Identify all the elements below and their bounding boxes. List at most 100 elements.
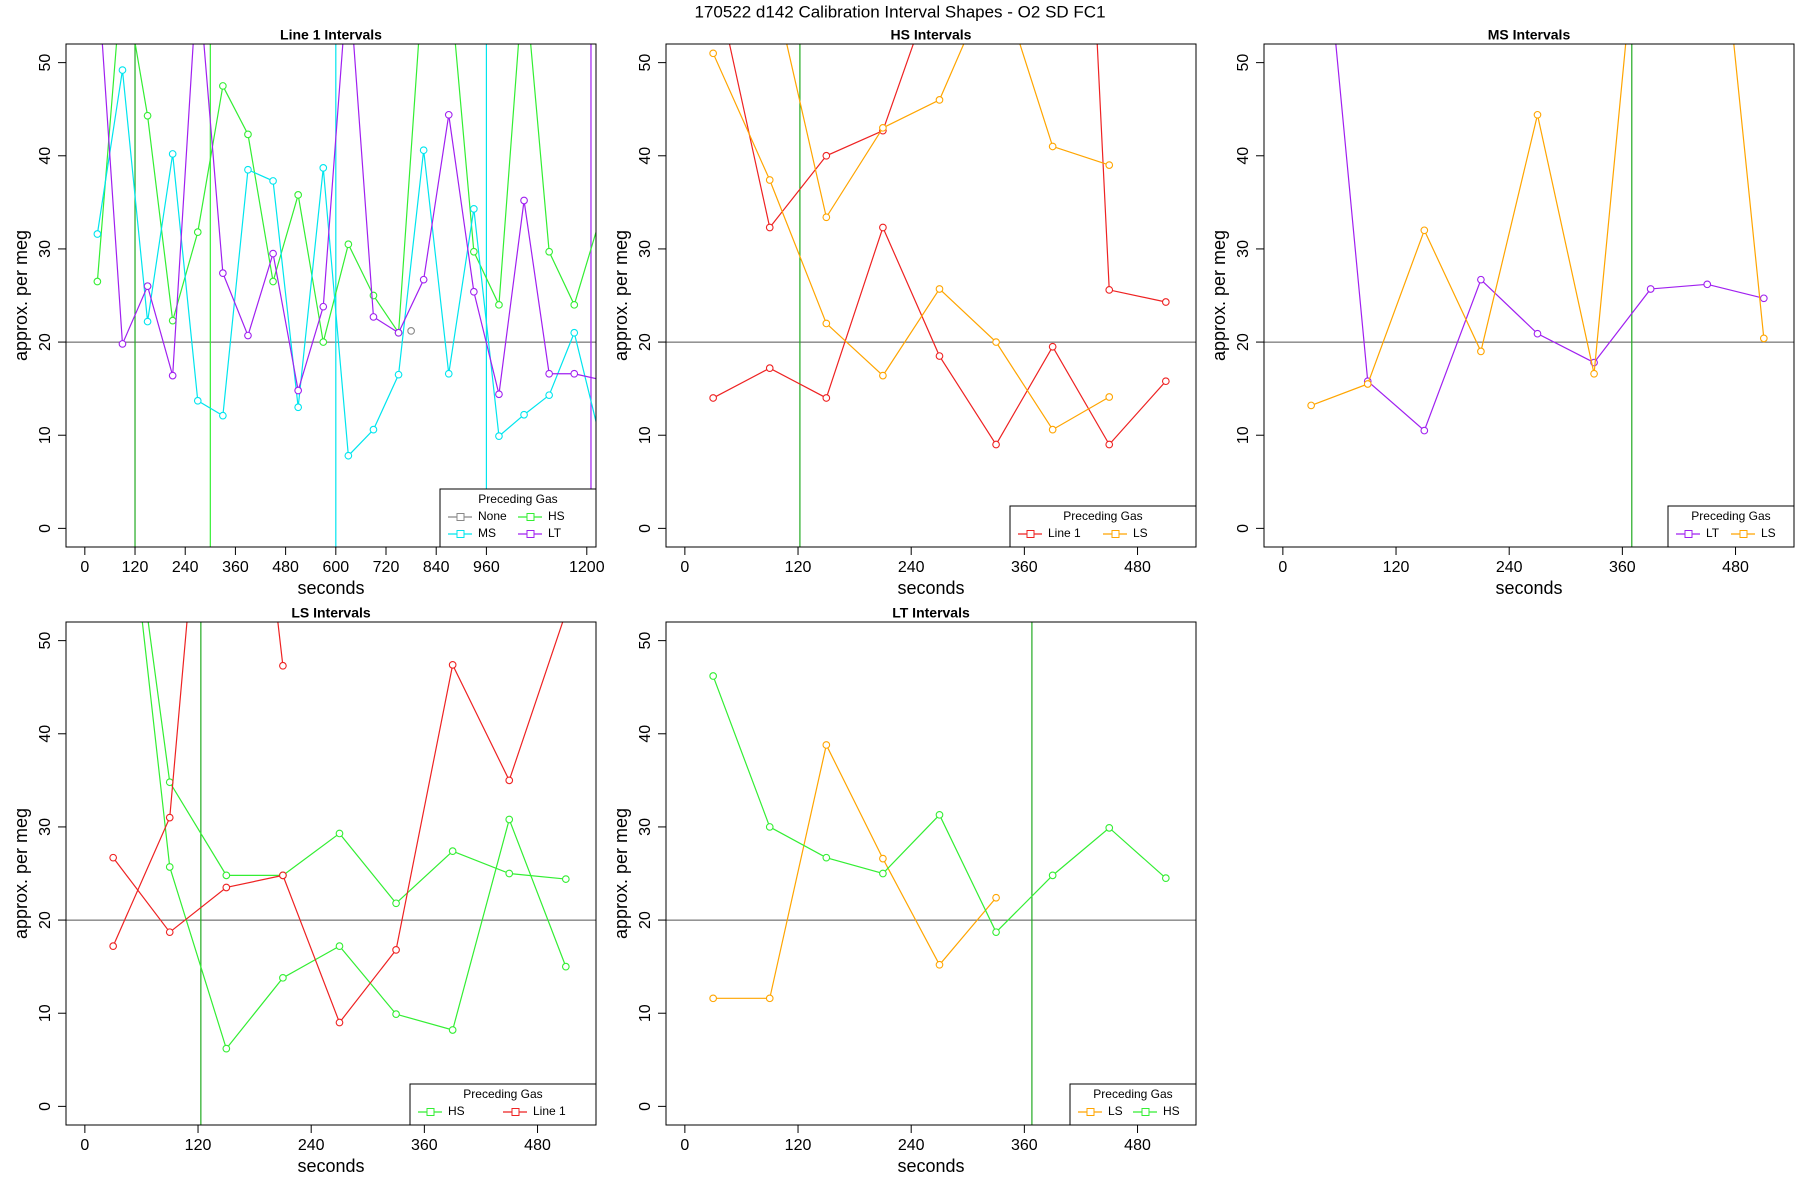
data-point [561,962,570,971]
data-point [879,223,887,232]
data-point [392,946,400,954]
data-point [765,994,774,1003]
y-tick-label: 30 [637,240,654,258]
y-tick-label: 40 [637,147,654,165]
plot-area [1264,44,1794,547]
y-tick-label: 0 [37,1102,54,1111]
data-point [419,146,428,155]
data-point [193,396,202,405]
data-point [992,338,1000,346]
data-point [448,1026,457,1034]
data-point [319,164,328,172]
legend-box [1667,505,1795,548]
panel: 0 120 240 360 480 600 720 840 960 1200 0 10 20 30 40 50… [11,27,605,598]
data-point [444,110,453,119]
data-point [822,213,831,222]
x-tick-label: 240 [172,559,199,576]
y-tick-label: 50 [637,632,654,650]
panel: 0 120 240 360 480 0 10 20 30 40 50 seconds approx. p… [1209,27,1795,598]
data-point [269,249,277,258]
x-tick-label: 0 [80,1137,89,1154]
legend-label: HS [448,1104,465,1118]
panel: 0 120 240 360 480 0 10 20 30 40 50 seconds approx. p… [11,172,597,1176]
legend: Preceding Gas LS HS [1069,1083,1197,1126]
data-point [1759,334,1768,343]
x-tick-label: 480 [272,559,299,576]
data-point [335,829,344,838]
data-point [168,316,177,325]
data-point [470,205,478,213]
series-line [713,743,997,999]
data-point [344,451,353,460]
data-point [470,247,478,256]
data-point [822,319,831,328]
series-line [96,69,596,458]
data-point [1363,380,1372,388]
data-point [1105,440,1114,449]
data-point [222,1044,231,1053]
y-tick-label: 30 [37,818,54,836]
data-point [1048,142,1057,151]
y-tick-label: 40 [1235,147,1252,165]
data-point [1048,342,1057,351]
data-point [1048,425,1057,434]
data-point [1533,329,1542,338]
data-point [118,66,127,74]
data-point [520,196,528,205]
data-point [394,328,403,337]
panel: 0 120 240 360 480 0 10 20 30 40 50 seconds approx. p… [611,27,1197,598]
y-axis-label: approx. per meg [611,230,631,361]
data-point [93,277,102,286]
data-point [545,369,553,378]
data-point [1161,874,1170,883]
data-point [222,883,231,892]
series-line [1096,44,1166,303]
y-tick-label: 50 [637,54,654,72]
data-point [223,172,230,179]
data-point [319,302,328,311]
data-point [935,960,944,969]
data-point [110,358,117,365]
y-axis-label: approx. per meg [11,808,31,939]
series-line [112,622,284,947]
legend-label: None [478,509,507,523]
data-point [935,285,944,293]
legend-marker [1684,530,1693,538]
y-tick-label: 0 [1235,524,1252,533]
legend: Preceding Gas None HS MS LT [439,488,597,548]
legend-marker [511,1108,520,1116]
x-tick-label: 480 [1722,559,1749,576]
data-point [595,377,596,382]
data-point [1703,280,1712,289]
data-point [470,287,478,296]
data-point [1105,161,1114,169]
y-axis-label: approx. per meg [1209,230,1229,361]
x-tick-label: 240 [298,1137,325,1154]
x-tick-label: 360 [411,1137,438,1154]
legend-label: LS [1133,526,1148,540]
panel: 0 120 240 360 480 0 10 20 30 40 50 seconds approx. p… [611,605,1197,1176]
data-point [505,815,514,824]
x-tick-label: 0 [680,559,689,576]
data-point [935,352,944,360]
x-tick-label: 240 [898,559,925,576]
data-point [879,869,887,878]
x-tick-label: 960 [473,559,500,576]
data-point [219,269,227,277]
data-point [444,369,453,378]
data-point [935,810,944,819]
x-tick-label: 720 [373,559,400,576]
data-point [1590,369,1598,378]
data-point [93,230,102,238]
data-point [1105,824,1114,832]
data-point [595,219,596,223]
figure-title: 170522 d142 Calibration Interval Shapes … [694,2,1105,21]
data-point [407,327,415,335]
y-tick-label: 40 [37,725,54,743]
data-point [165,928,174,937]
data-point [1105,393,1114,401]
series-line [712,53,1110,431]
x-tick-label: 0 [680,1137,689,1154]
legend-label: LT [548,526,562,540]
x-tick-label: 240 [898,1137,925,1154]
